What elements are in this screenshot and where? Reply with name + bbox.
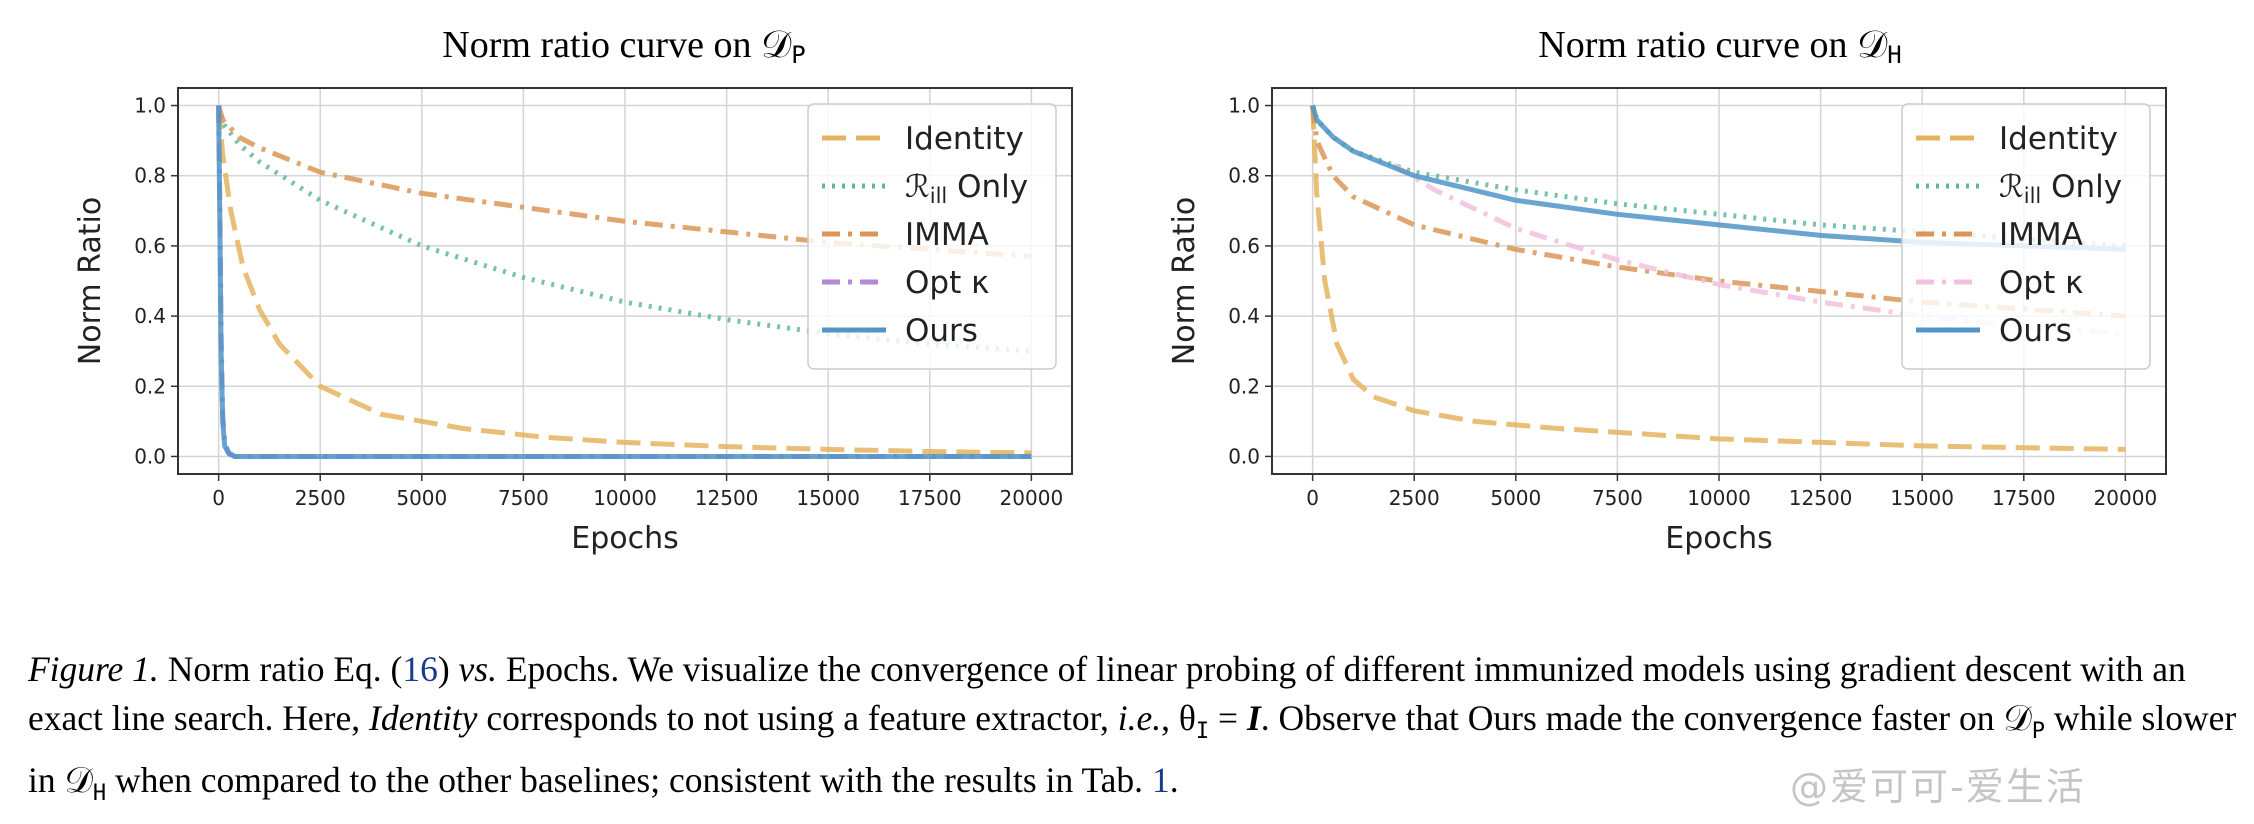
y-tick-label: 0.8	[134, 164, 166, 188]
series-line-identity	[216, 105, 1032, 456]
table-ref-link[interactable]: 1	[1151, 760, 1170, 801]
legend-label: ℛill Only	[905, 169, 1028, 208]
caption-text: , θ	[1161, 698, 1196, 738]
caption-text: =	[1209, 698, 1247, 738]
legend-label: Opt κ	[905, 265, 989, 301]
legend-box	[807, 103, 1057, 370]
y-tick-label: 0.6	[1228, 234, 1260, 258]
caption-text: Norm ratio Eq. (	[158, 649, 403, 689]
x-tick-label: 7500	[1592, 486, 1643, 510]
chart-panel-left: 0 2500 5000 7500 10000 12500 15000 17500 20000 0.…	[73, 24, 1073, 556]
y-tick-label: 0.2	[134, 374, 166, 398]
x-tick-label: 17500	[898, 486, 962, 510]
y-tick-label: 0.4	[1228, 304, 1260, 328]
y-tick-label: 0.4	[134, 304, 166, 328]
caption-text: while slower in 𝒟	[28, 698, 2237, 801]
x-tick-label: 12500	[1789, 486, 1853, 510]
x-tick-label: 12500	[695, 486, 759, 510]
watermark: @爱可可-爱生活	[1790, 765, 2086, 809]
caption-sub: P	[2031, 719, 2045, 745]
legend-label: IMMA	[1999, 217, 2083, 253]
equation-ref-link[interactable]: 16	[402, 649, 438, 689]
series-line--ill-only	[1310, 104, 2126, 249]
caption-vs: vs.	[458, 649, 497, 689]
x-axis-label: Epochs	[571, 521, 679, 556]
x-tick-label: 0	[1306, 486, 1319, 510]
legend-label: Identity	[905, 121, 1024, 157]
caption-text: Epochs. We visualize the convergence of …	[28, 649, 2186, 738]
legend-label: Ours	[1999, 313, 2072, 349]
series-line-ours	[216, 105, 1032, 459]
y-tick-label: 1.0	[1228, 94, 1260, 118]
chart-title: Norm ratio curve on 𝒟P	[442, 24, 805, 69]
caption-text: corresponds to not using a feature extra…	[477, 698, 1118, 738]
chart-title: Norm ratio curve on 𝒟H	[1538, 24, 1901, 69]
caption-text: .	[1169, 760, 1179, 801]
chart-panel-right: 0 2500 5000 7500 10000 12500 15000 17500 20000 0.…	[1167, 24, 2167, 556]
y-axis-label: Norm Ratio	[73, 197, 108, 365]
caption-label: Figure 1.	[28, 649, 159, 689]
figure-caption: Figure 1. Norm ratio Eq. (16) vs. Epochs…	[28, 645, 2238, 818]
x-tick-label: 17500	[1992, 486, 2056, 510]
caption-ie: i.e.	[1117, 698, 1162, 738]
x-tick-label: 5000	[1490, 486, 1541, 510]
x-tick-label: 10000	[593, 486, 657, 510]
legend-box	[1901, 103, 2151, 370]
y-tick-label: 0.0	[134, 444, 166, 468]
figure: 0 2500 5000 7500 10000 12500 15000 17500 20000 0.…	[73, 24, 2167, 556]
legend-label: Opt κ	[1999, 265, 2083, 301]
y-axis-label: Norm Ratio	[1167, 197, 1202, 365]
caption-text: when compared to the other baselines; co…	[106, 760, 1152, 801]
y-tick-label: 1.0	[134, 94, 166, 118]
x-tick-label: 2500	[1389, 486, 1440, 510]
x-tick-label: 20000	[1000, 486, 1064, 510]
y-tick-label: 0.8	[1228, 164, 1260, 188]
x-tick-label: 5000	[396, 486, 447, 510]
legend-label: IMMA	[905, 217, 989, 253]
x-tick-label: 10000	[1687, 486, 1751, 510]
legend-label: Identity	[1999, 121, 2118, 157]
x-tick-label: 20000	[2094, 486, 2158, 510]
legend-label: ℛill Only	[1999, 169, 2122, 208]
caption-bold-i: I	[1246, 698, 1261, 738]
y-tick-label: 0.2	[1228, 374, 1260, 398]
caption-text: )	[437, 649, 459, 689]
series-line--ill-only	[216, 104, 1032, 354]
x-tick-label: 7500	[498, 486, 549, 510]
x-tick-label: 15000	[796, 486, 860, 510]
caption-text: . Observe that Ours made the convergence…	[1260, 698, 2032, 738]
caption-sub: I	[1195, 719, 1210, 745]
x-tick-label: 0	[212, 486, 225, 510]
caption-sub: H	[92, 781, 107, 807]
x-tick-label: 15000	[1890, 486, 1954, 510]
caption-identity: Identity	[369, 698, 478, 738]
series-line-identity	[1310, 105, 2126, 452]
legend-label: Ours	[905, 313, 978, 349]
y-tick-label: 0.0	[1228, 444, 1260, 468]
x-tick-label: 2500	[295, 486, 346, 510]
y-tick-label: 0.6	[134, 234, 166, 258]
x-axis-label: Epochs	[1665, 521, 1773, 556]
